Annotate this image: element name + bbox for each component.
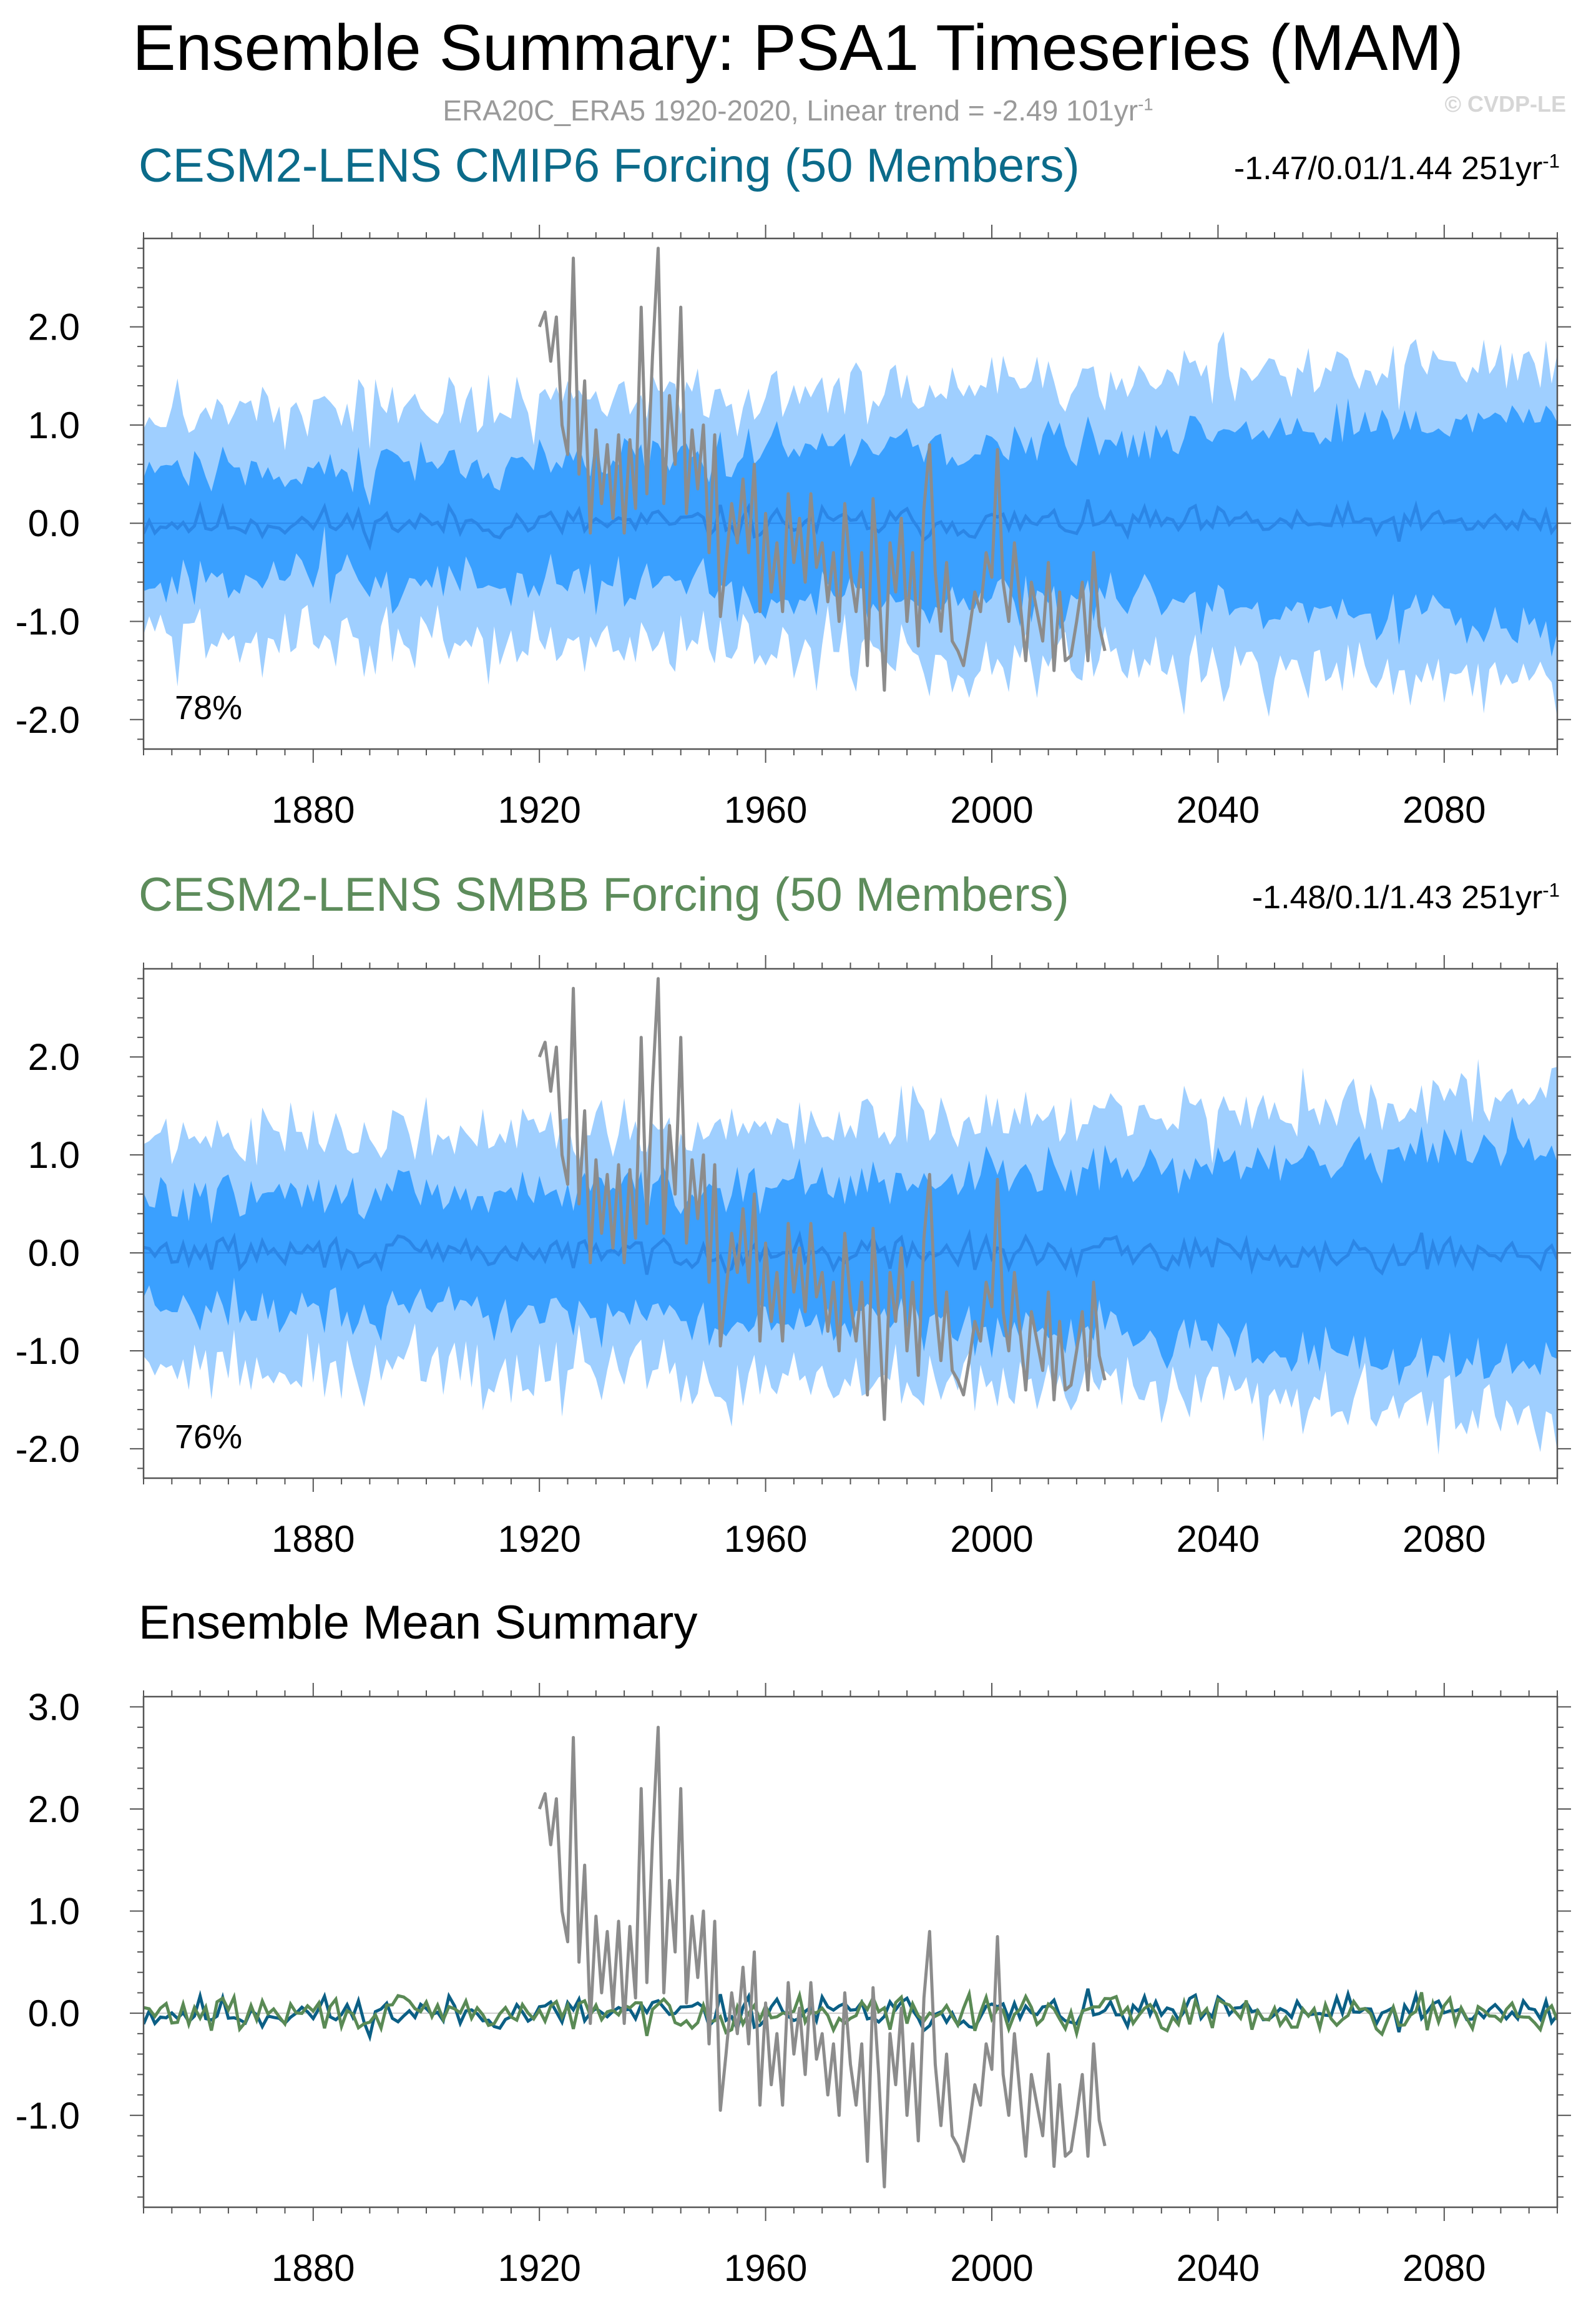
y-tick-label: 3.0 [28,1686,80,1728]
x-tick-label: 2080 [1403,2247,1486,2289]
x-tick-label: 1880 [272,2247,355,2289]
main-title: Ensemble Summary: PSA1 Timeseries (MAM) [132,12,1464,84]
x-tick-label: 2080 [1403,789,1486,831]
y-tick-label: -1.0 [16,1330,80,1372]
y-tick-label: -1.0 [16,2095,80,2137]
y-tick-label: -1.0 [16,601,80,643]
x-tick-label: 1880 [272,1518,355,1560]
y-tick-label: 2.0 [28,306,80,348]
chart-panel-1: 1880 1920 1960 2000 2040 2080 2.0 1.0 0.0 -1.0 -2.… [16,225,1571,831]
panel-3-title: Ensemble Mean Summary [139,1596,698,1649]
x-tick-label: 2080 [1403,1518,1486,1560]
watermark: © CVDP-LE [1444,91,1566,117]
y-tick-label: -2.0 [16,699,80,741]
y-tick-label: 1.0 [28,1134,80,1176]
panel-2-stats: -1.48/0.1/1.43 251yr-1 [1251,879,1560,916]
y-tick-label: 1.0 [28,404,80,446]
plot-area [144,1725,1557,2189]
x-tick-label: 1960 [724,1518,807,1560]
observations-line [537,977,1107,1421]
x-tick-label: 2040 [1177,789,1260,831]
x-tick-label: 2000 [950,1518,1033,1560]
panel-1-title: CESM2-LENS CMIP6 Forcing (50 Members) [139,139,1080,192]
x-tick-label: 2000 [950,789,1033,831]
percent-label: 76% [175,1418,242,1456]
y-tick-label: 0.0 [28,1993,80,2034]
panel-1-stats: -1.47/0.01/1.44 251yr-1 [1233,150,1560,187]
x-tick-label: 2000 [950,2247,1033,2289]
y-tick-label: 0.0 [28,1232,80,1274]
x-tick-label: 1880 [272,789,355,831]
y-tick-label: 1.0 [28,1891,80,1933]
x-tick-label: 2040 [1177,2247,1260,2289]
x-tick-label: 1920 [497,1518,580,1560]
panel-2-title: CESM2-LENS SMBB Forcing (50 Members) [139,868,1069,921]
x-tick-label: 1960 [724,789,807,831]
inner-spread-band [144,1116,1557,1386]
x-tick-label: 1920 [497,2247,580,2289]
y-tick-label: -2.0 [16,1428,80,1470]
ensemble-mean-line [144,499,1557,551]
chart-panel-3: 1880 1920 1960 2000 2040 2080 3.0 2.0 1.0 0.0 -1.0 [16,1683,1571,2289]
plot-area [144,247,1557,718]
y-tick-label: 2.0 [28,1788,80,1830]
plot-area [144,977,1557,1455]
subtitle: ERA20C_ERA5 1920-2020, Linear trend = -2… [443,94,1153,127]
plot-frame [142,1695,1559,2209]
x-tick-label: 2040 [1177,1518,1260,1560]
percent-label: 78% [175,689,242,727]
x-tick-label: 1960 [724,2247,807,2289]
inner-spread-band [144,398,1557,657]
observations-line [537,247,1107,692]
x-tick-label: 1920 [497,789,580,831]
y-tick-label: 2.0 [28,1036,80,1078]
ensemble-mean-line [144,1228,1557,1278]
y-tick-label: 0.0 [28,503,80,544]
smbb-mean-line [144,1988,1557,2040]
observations-line [537,1725,1107,2189]
chart-panel-2: 1880 1920 1960 2000 2040 2080 2.0 1.0 0.0 -1.0 -2.… [16,955,1571,1560]
